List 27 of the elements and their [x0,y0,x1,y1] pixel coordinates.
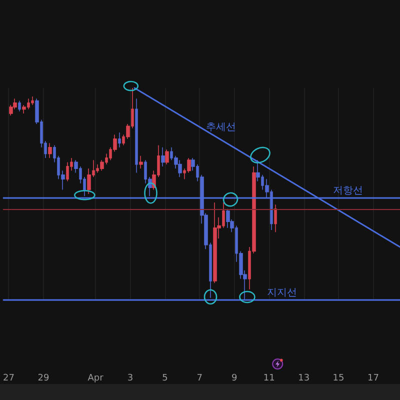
x-tick-label: 15 [332,374,344,384]
candlestick [165,149,169,165]
candlestick [213,202,217,284]
x-tick-label: 3 [127,374,134,384]
candlestick [135,98,138,174]
x-tick-label: 7 [196,374,203,384]
candlestick [226,208,230,228]
candlestick [31,96,34,106]
x-tick-label: 29 [38,374,50,384]
x-tick-label: 13 [298,374,310,384]
x-tick-label: 5 [162,374,168,384]
candlestick [118,132,121,148]
ref-line-label: 지지선 [267,288,297,298]
series-label: 추세선 [206,122,236,134]
candlestick [274,204,277,233]
x-tick-label: Apr [88,374,104,384]
x-tick-label: 9 [232,374,238,384]
x-tick-label: 17 [368,374,379,384]
candlestick [161,146,165,167]
candlestick [139,155,143,169]
candlestick [66,162,69,182]
candlestick [48,142,52,158]
candlestick [178,160,182,178]
ref-line-label: 저항선 [333,186,363,197]
candlestick [18,100,21,112]
x-tick-label: 11 [263,374,275,384]
x-tick-label: 27 [3,374,14,384]
